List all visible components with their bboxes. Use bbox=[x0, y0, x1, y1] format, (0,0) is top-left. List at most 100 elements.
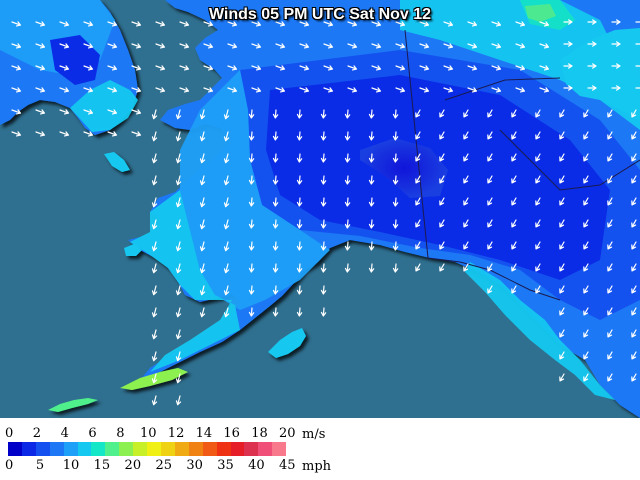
wind-arrow bbox=[296, 153, 303, 163]
wind-arrow bbox=[83, 65, 94, 71]
wind-arrow bbox=[320, 285, 327, 295]
colorbar-swatch bbox=[21, 442, 36, 456]
wind-arrow bbox=[151, 395, 158, 406]
wind-arrow bbox=[151, 153, 158, 164]
wind-arrow bbox=[272, 241, 279, 251]
wind-arrow bbox=[511, 241, 517, 250]
wind-arrow bbox=[611, 85, 621, 91]
wind-arrow bbox=[607, 351, 613, 360]
wind-arrow bbox=[631, 329, 637, 338]
wind-arrow bbox=[272, 285, 279, 295]
wind-arrow bbox=[344, 263, 351, 273]
wind-arrow bbox=[35, 43, 46, 49]
wind-arrow bbox=[535, 153, 541, 162]
wind-arrow bbox=[59, 131, 70, 137]
wind-arrow bbox=[467, 87, 478, 93]
wind-arrow bbox=[535, 131, 541, 140]
wind-arrow bbox=[248, 153, 255, 163]
colorbar-swatch bbox=[8, 442, 22, 456]
aleutian-west bbox=[48, 398, 98, 412]
wind-arrow bbox=[371, 21, 382, 27]
wind-arrow bbox=[155, 65, 166, 71]
wind-arrow bbox=[491, 21, 502, 27]
wind-arrow bbox=[395, 87, 406, 93]
wind-arrow bbox=[392, 109, 399, 119]
wind-arrow bbox=[463, 131, 469, 140]
wind-arrow bbox=[611, 19, 621, 25]
wind-arrow bbox=[175, 175, 182, 186]
wind-arrow bbox=[320, 197, 327, 207]
wind-arrow bbox=[539, 87, 550, 93]
wind-arrow bbox=[607, 263, 613, 272]
wind-arrow bbox=[559, 307, 565, 316]
wind-arrow bbox=[631, 109, 637, 118]
wind-arrow bbox=[583, 329, 589, 338]
ms-tick-label: 10 bbox=[140, 426, 157, 441]
wind-arrow bbox=[272, 307, 279, 317]
wind-arrow bbox=[631, 219, 637, 228]
wind-arrow bbox=[635, 43, 640, 45]
wind-arrow bbox=[320, 153, 327, 163]
wind-arrow bbox=[515, 43, 526, 49]
wind-arrow bbox=[515, 87, 526, 93]
wind-arrow bbox=[535, 241, 541, 250]
wind-arrow bbox=[251, 43, 262, 49]
wind-arrow bbox=[151, 219, 158, 230]
wind-arrow bbox=[175, 351, 182, 362]
wind-arrow bbox=[203, 21, 214, 27]
wind-arrow bbox=[631, 285, 637, 294]
wind-arrow bbox=[511, 175, 517, 184]
wind-arrow bbox=[631, 241, 637, 250]
colorbar-swatch bbox=[133, 442, 148, 456]
wind-arrow bbox=[299, 87, 310, 93]
wind-arrow bbox=[487, 285, 493, 294]
wind-arrow bbox=[487, 197, 493, 206]
wind-arrow bbox=[296, 285, 303, 295]
wind-arrow bbox=[368, 219, 375, 229]
wind-arrow bbox=[131, 109, 142, 115]
wind-arrow bbox=[272, 153, 279, 163]
wind-arrow bbox=[535, 109, 541, 118]
wind-arrow bbox=[491, 65, 502, 71]
wind-arrow bbox=[559, 109, 565, 118]
wind-arrow bbox=[559, 175, 565, 184]
colorbar-swatch bbox=[63, 442, 78, 456]
wind-arrow bbox=[275, 21, 286, 27]
wind-arrow bbox=[439, 175, 445, 184]
wind-arrow bbox=[583, 307, 589, 316]
wind-arrow bbox=[272, 219, 279, 229]
wind-arrow bbox=[535, 285, 541, 294]
wind-arrow bbox=[299, 43, 310, 49]
wind-arrow bbox=[296, 307, 303, 317]
colorbar-swatch bbox=[91, 442, 106, 456]
wind-arrow bbox=[131, 131, 142, 137]
wind-arrow bbox=[199, 263, 206, 274]
wind-arrow bbox=[467, 43, 478, 49]
wind-arrow bbox=[511, 153, 517, 162]
wind-arrow bbox=[371, 87, 382, 93]
wind-arrow bbox=[296, 241, 303, 251]
wind-arrow bbox=[511, 219, 517, 228]
wind-arrow bbox=[223, 219, 230, 230]
wind-arrow bbox=[491, 43, 502, 49]
wind-arrow bbox=[559, 351, 565, 360]
wind-arrow bbox=[439, 109, 445, 118]
wind-speed-zones bbox=[0, 0, 640, 400]
wind-map bbox=[0, 0, 640, 418]
wind-arrow bbox=[344, 109, 351, 119]
mph-tick-label: 45 bbox=[279, 458, 296, 473]
mph-tick-label: 0 bbox=[5, 458, 14, 473]
wind-arrow bbox=[296, 131, 303, 141]
wind-arrow bbox=[223, 241, 230, 252]
wind-arrow bbox=[107, 65, 118, 71]
wind-arrow bbox=[107, 109, 118, 115]
ms-tick-label: 18 bbox=[251, 426, 268, 441]
wind-arrow bbox=[59, 65, 70, 71]
wind-arrow bbox=[223, 197, 230, 208]
wind-arrow bbox=[227, 87, 238, 93]
wind-arrow bbox=[631, 263, 637, 272]
wind-arrow bbox=[223, 131, 230, 142]
wind-arrow bbox=[563, 41, 573, 47]
wind-arrow bbox=[415, 241, 421, 250]
wind-arrow bbox=[463, 263, 469, 272]
